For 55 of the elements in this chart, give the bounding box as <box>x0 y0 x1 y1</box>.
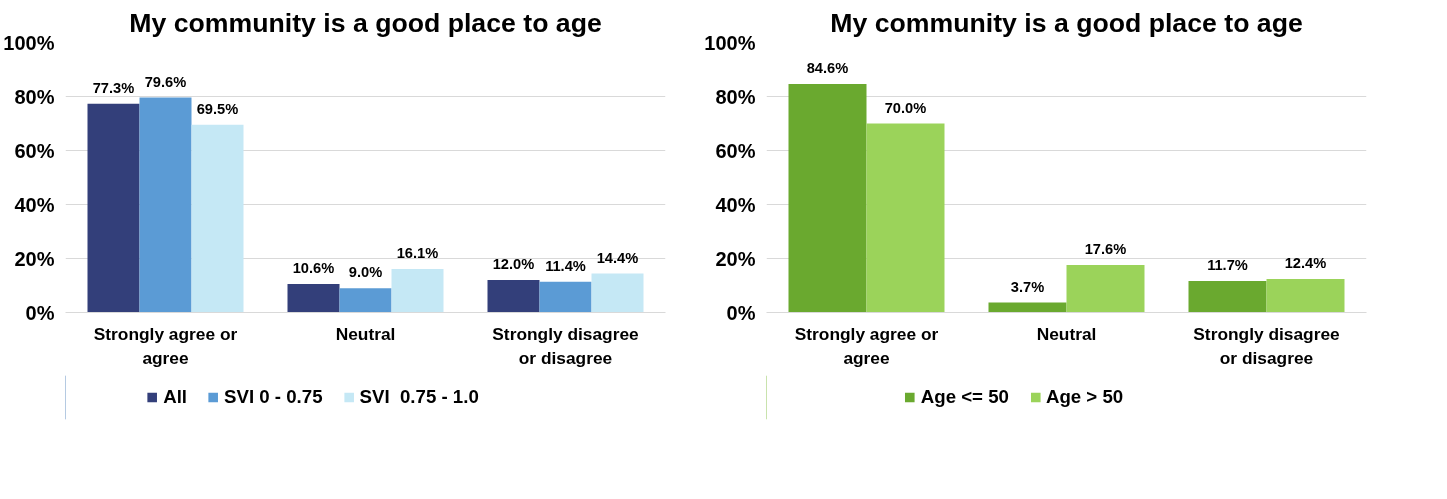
data-label: 12.4% <box>1284 255 1327 272</box>
chart-title: My community is a good place to age <box>129 7 602 38</box>
data-label: 17.6% <box>1084 240 1127 257</box>
bar <box>788 84 867 313</box>
data-label: 69.5% <box>196 100 239 117</box>
x-tick-label: Neutral <box>335 323 396 344</box>
x-tick-label: Neutral <box>1036 323 1097 344</box>
x-tick-label: Strongly agree or agree <box>794 323 939 368</box>
data-label: 84.6% <box>806 60 849 77</box>
bar <box>866 123 945 313</box>
y-tick-label: 100% <box>3 31 55 54</box>
bar <box>287 283 340 313</box>
data-label: 12.0% <box>492 256 535 273</box>
y-tick-label: 40% <box>14 193 55 216</box>
bar <box>1188 280 1267 313</box>
y-tick-label: 100% <box>704 31 756 54</box>
legend-label: All <box>163 386 188 408</box>
data-label: 70.0% <box>884 99 927 116</box>
bar <box>1066 264 1145 313</box>
data-label: 3.7% <box>1010 278 1045 295</box>
x-tick-label: Strongly agree or agree <box>93 323 238 368</box>
bar <box>1266 279 1345 313</box>
legend-label: SVI 0 - 0.75 <box>224 386 323 408</box>
y-tick-label: 20% <box>14 247 55 270</box>
data-label: 79.6% <box>144 73 187 90</box>
data-label: 11.4% <box>545 257 586 274</box>
chart-title: My community is a good place to age <box>830 7 1303 38</box>
bar <box>87 103 140 313</box>
x-tick-label: Strongly disagree or disagree <box>1193 323 1341 368</box>
bar <box>539 281 592 313</box>
bar <box>339 288 392 313</box>
y-tick-label: 0% <box>25 301 55 324</box>
y-tick-label: 60% <box>715 139 756 162</box>
bar <box>591 273 644 313</box>
y-tick-label: 80% <box>715 85 756 108</box>
legend-label: Age <= 50 <box>920 386 1009 408</box>
y-tick-label: 80% <box>14 85 55 108</box>
data-label: 16.1% <box>396 245 439 262</box>
bar <box>139 97 192 313</box>
y-tick-label: 20% <box>715 247 756 270</box>
bar <box>988 302 1067 313</box>
data-label: 9.0% <box>348 264 383 281</box>
y-tick-label: 0% <box>726 301 756 324</box>
x-tick-label: Strongly disagree or disagree <box>492 323 640 368</box>
data-label: 11.7% <box>1207 256 1248 273</box>
bar <box>487 280 540 313</box>
data-label: 10.6% <box>292 259 335 276</box>
data-label: 14.4% <box>596 249 639 266</box>
bar <box>391 269 444 313</box>
data-label: 77.3% <box>92 79 135 96</box>
bar <box>191 124 244 313</box>
y-tick-label: 60% <box>14 139 55 162</box>
legend-label: SVI 0.75 - 1.0 <box>359 386 479 408</box>
legend-label: Age > 50 <box>1045 386 1124 408</box>
y-tick-label: 40% <box>715 193 756 216</box>
